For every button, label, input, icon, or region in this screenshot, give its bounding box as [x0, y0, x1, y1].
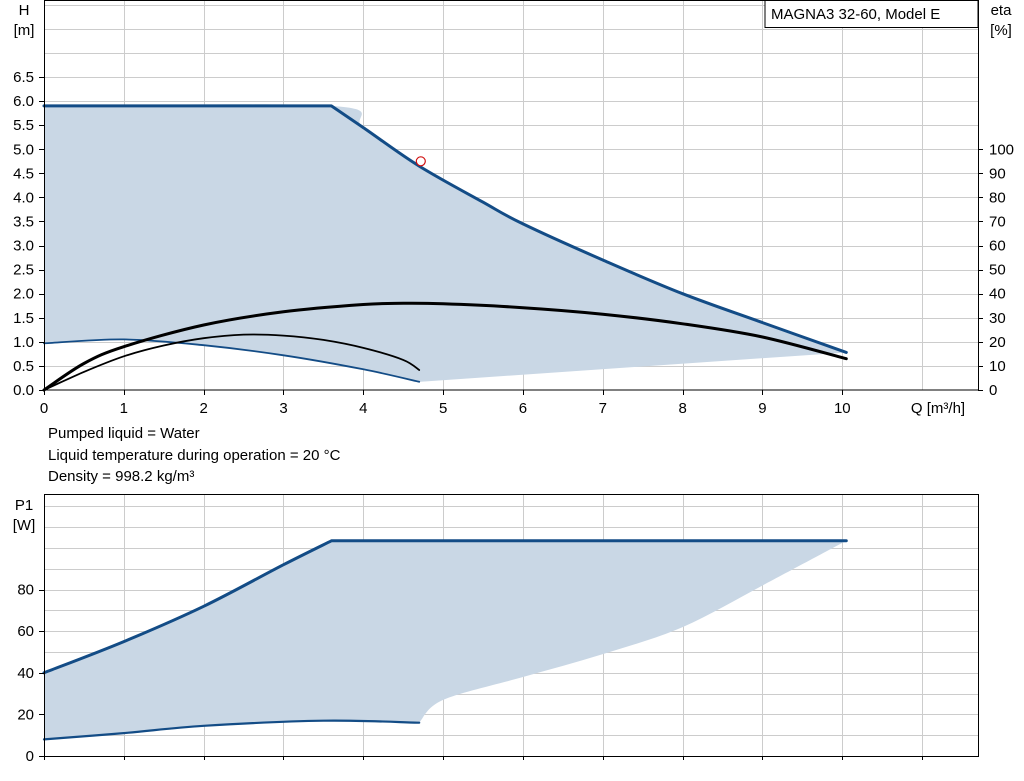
y-tick-label: 6.0: [13, 93, 34, 110]
duty-point-marker: [415, 156, 426, 167]
y2-tick-label: 60: [989, 238, 1006, 255]
head-plot-frame: [44, 0, 979, 391]
x-tick-label: 0: [40, 400, 48, 417]
y2-tick-label: 90: [989, 165, 1006, 182]
head-operating-area-fill: [44, 104, 847, 382]
y2-tick-label: 50: [989, 262, 1006, 279]
chart-title: MAGNA3 32-60, Model E: [771, 6, 940, 23]
info-liquid-temperature: Liquid temperature during operation = 20…: [48, 447, 341, 464]
power-curves: [42, 539, 848, 741]
head-curves: [42, 104, 848, 392]
x-tick-label: 3: [279, 400, 287, 417]
y2-axis-label-unit: [%]: [990, 22, 1012, 39]
x-tick-label: 6: [519, 400, 527, 417]
x-axis-label: Q [m³/h]: [911, 400, 965, 417]
power-y-tick-label: 80: [17, 582, 34, 599]
x-tick-label: 8: [678, 400, 686, 417]
min-head-curve: [43, 338, 421, 383]
y-axis-label-symbol: H: [19, 2, 30, 19]
power-axis-label-symbol: P1: [15, 497, 33, 514]
y2-tick-label: 70: [989, 213, 1006, 230]
y2-tick-label: 0: [989, 382, 997, 399]
x-tick-label: 4: [359, 400, 367, 417]
y2-tick-label: 80: [989, 189, 1006, 206]
y-tick-label: 1.0: [13, 334, 34, 351]
power-operating-area: [44, 540, 847, 740]
y-tick-label: 2.0: [13, 286, 34, 303]
y2-tick-label: 10: [989, 358, 1006, 375]
power-y-tick-label: 40: [17, 665, 34, 682]
power-plot-frame: [44, 494, 979, 757]
power-y-tick-label: 0: [26, 748, 34, 765]
power-ticks: 0 20 40 60 80: [17, 582, 923, 765]
info-pumped-liquid: Pumped liquid = Water: [48, 425, 200, 442]
chart-title-box: MAGNA3 32-60, Model E: [764, 0, 979, 28]
eta-max-curve: [42, 301, 848, 392]
y-tick-label: 5.5: [13, 117, 34, 134]
y-tick-label: 3.0: [13, 238, 34, 255]
y2-tick-label: 20: [989, 334, 1006, 351]
head-chart-panel: 0 1 2 3 4 5 6 7 8 9 10 0.0 0.5 1.0 1.5 2.0 2.5 3.0 3.5 4.0 4…: [13, 0, 1014, 417]
title-box-frame: [764, 0, 979, 28]
x-tick-label: 9: [758, 400, 766, 417]
power-operating-area-fill: [44, 540, 847, 740]
y-tick-label: 3.5: [13, 213, 34, 230]
min-power-curve: [42, 719, 421, 741]
y-tick-label: 0.5: [13, 358, 34, 375]
power-y-tick-label: 20: [17, 706, 34, 723]
info-density: Density = 998.2 kg/m³: [48, 468, 195, 485]
y2-tick-label: 40: [989, 286, 1006, 303]
head-ticks: 0 1 2 3 4 5 6 7 8 9 10 0.0 0.5 1.0 1.5 2.0 2.5 3.0 3.5 4.0 4…: [13, 69, 1014, 417]
y-tick-label: 0.0: [13, 382, 34, 399]
head-operating-area: [44, 104, 847, 382]
max-head-curve: [42, 104, 848, 354]
x-tick-label: 2: [199, 400, 207, 417]
y-tick-label: 2.5: [13, 262, 34, 279]
y-tick-label: 4.5: [13, 165, 34, 182]
x-tick-label: 10: [834, 400, 851, 417]
x-tick-label: 1: [120, 400, 128, 417]
eta-min-curve: [43, 333, 421, 391]
max-power-curve: [42, 539, 848, 675]
power-chart-panel: 0 20 40 60 80 P1 [W]: [13, 494, 979, 765]
y-tick-label: 5.0: [13, 141, 34, 158]
y-axis-label-unit: [m]: [14, 22, 35, 39]
power-axis-label-unit: [W]: [13, 517, 36, 534]
y-tick-label: 4.0: [13, 189, 34, 206]
y2-tick-label: 30: [989, 310, 1006, 327]
power-y-tick-label: 60: [17, 623, 34, 640]
y-tick-label: 6.5: [13, 69, 34, 86]
x-tick-label: 7: [599, 400, 607, 417]
y2-tick-label: 100: [989, 141, 1014, 158]
y2-axis-label-symbol: eta: [991, 2, 1013, 19]
x-tick-label: 5: [439, 400, 447, 417]
y-tick-label: 1.5: [13, 310, 34, 327]
